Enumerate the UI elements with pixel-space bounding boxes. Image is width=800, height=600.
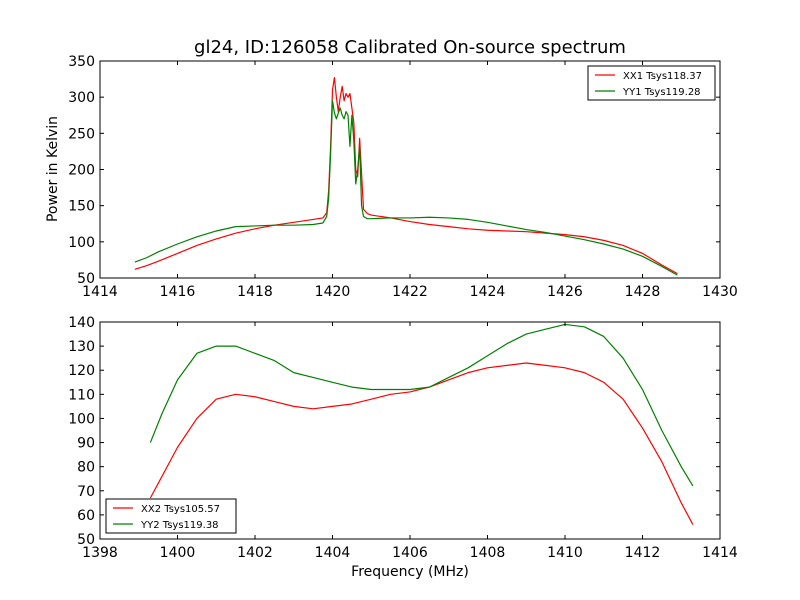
legend-label: YY2 Tsys119.38 — [140, 520, 219, 531]
x-tick-label: 1428 — [625, 284, 661, 300]
y-tick-label: 70 — [77, 484, 95, 500]
bottom-panel: 1398 1400 1402 1404 1406 1408 1410 1412 1414 50 60… — [68, 315, 738, 561]
y-tick-label: 80 — [77, 460, 95, 476]
top-panel: 1414 1416 1418 1420 1422 1424 1426 1428 1430 50 10… — [68, 54, 738, 300]
x-tick-label: 1400 — [160, 545, 196, 561]
legend: XX1 Tsys118.37 YY1 Tsys119.28 — [587, 65, 716, 101]
x-tick-label: 1426 — [547, 284, 583, 300]
y-tick-label: 350 — [68, 54, 95, 70]
y-tick-label: 50 — [77, 271, 95, 287]
x-tick-label: 1410 — [547, 545, 583, 561]
y-tick-label: 100 — [68, 411, 95, 427]
series-line-2 — [149, 323, 694, 487]
legend-label: XX2 Tsys105.57 — [141, 504, 220, 515]
y-tick-label: 140 — [68, 315, 95, 331]
series-line-2 — [134, 100, 678, 276]
legend-box — [105, 498, 237, 534]
x-tick-label: 1408 — [470, 545, 506, 561]
y-tick-label: 200 — [68, 163, 95, 179]
y-tick-label: 150 — [68, 199, 95, 215]
x-tick-label: 1430 — [702, 284, 738, 300]
x-tick-label: 1404 — [315, 545, 351, 561]
x-tick-label: 1418 — [237, 284, 273, 300]
series-line-1 — [149, 362, 694, 525]
x-axis-label: Frequency (MHz) — [351, 564, 469, 580]
y-tick-label: 110 — [68, 387, 95, 403]
y-tick-label: 90 — [77, 436, 95, 452]
x-tick-label: 1412 — [625, 545, 661, 561]
y-tick-label: 100 — [68, 235, 95, 251]
x-tick-label: 1422 — [392, 284, 428, 300]
legend-label: YY1 Tsys119.28 — [622, 87, 701, 98]
legend-label: XX1 Tsys118.37 — [623, 71, 702, 82]
x-tick-label: 1416 — [160, 284, 196, 300]
y-tick-label: 130 — [68, 339, 95, 355]
y-axis-label: Power in Kelvin — [45, 116, 61, 222]
y-tick-label: 50 — [77, 532, 95, 548]
series-line-1 — [134, 77, 678, 275]
legend: XX2 Tsys105.57 YY2 Tsys119.38 — [105, 498, 237, 534]
x-tick-label: 1406 — [392, 545, 428, 561]
x-tick-label: 1420 — [315, 284, 351, 300]
x-tick-label: 1402 — [237, 545, 273, 561]
chart-title: gl24, ID:126058 Calibrated On-source spe… — [194, 37, 626, 58]
x-tick-label: 1414 — [702, 545, 738, 561]
x-tick-label: 1424 — [470, 284, 506, 300]
x-tick-label: 1398 — [82, 545, 118, 561]
legend-box — [587, 65, 716, 101]
y-tick-label: 300 — [68, 90, 95, 106]
y-tick-label: 250 — [68, 126, 95, 142]
y-tick-label: 120 — [68, 363, 95, 379]
x-tick-label: 1414 — [82, 284, 118, 300]
y-tick-label: 60 — [77, 508, 95, 524]
